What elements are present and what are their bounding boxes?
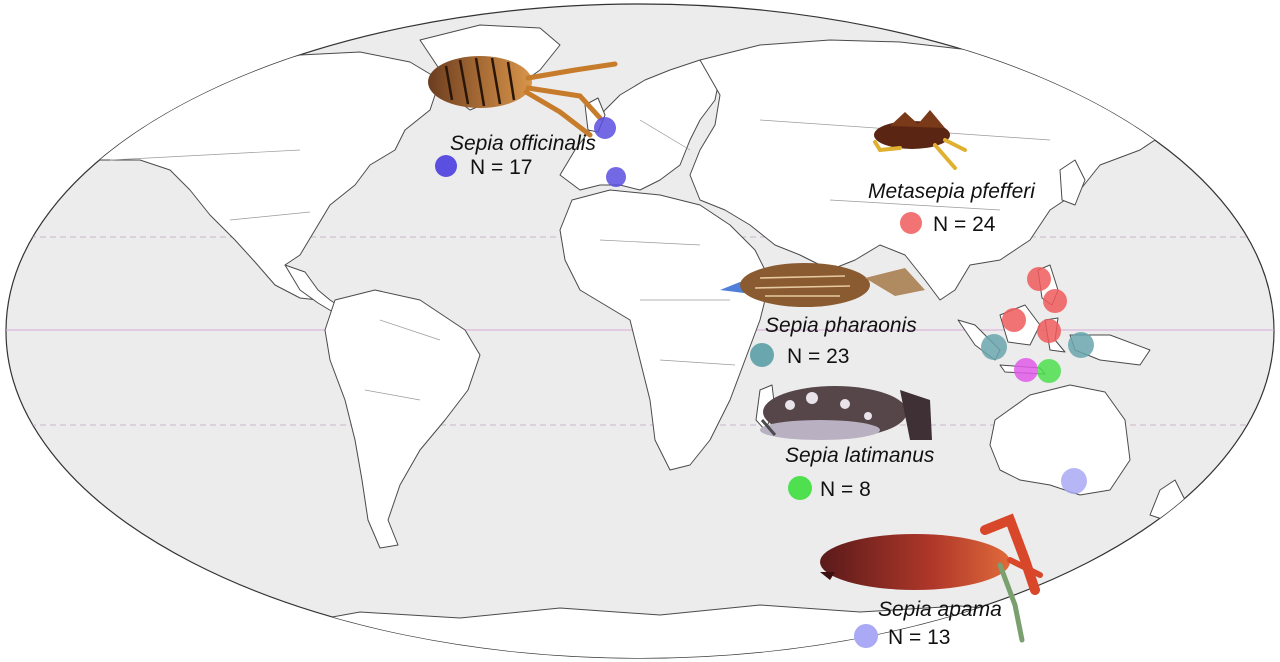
species-count: N = 8 — [820, 478, 871, 501]
species-name: Sepia pharaonis — [765, 314, 917, 337]
label-metasepia-pfefferi: Metasepia pfefferi N = 24 — [868, 180, 1036, 236]
legend-dot-metasepia-pfefferi — [900, 212, 922, 234]
japan — [1059, 159, 1086, 206]
marker-sepia-officinalis-channel — [594, 117, 616, 139]
marker-metasepia-philippines-north — [1027, 267, 1051, 291]
sepia-latimanus-illustration — [760, 386, 932, 440]
sepia-officinalis-illustration — [428, 56, 618, 138]
legend-dot-sepia-apama — [854, 624, 878, 648]
sepia-apama-illustration — [820, 513, 1043, 643]
marker-sepia-pharaonis-sumatra — [981, 334, 1007, 360]
africa — [559, 189, 771, 471]
marker-sepia-pharaonis-new-guinea — [1068, 332, 1094, 358]
species-name: Sepia officinalis — [450, 132, 596, 155]
label-sepia-latimanus: Sepia latimanus N = 8 — [785, 444, 935, 501]
marker-sepia-officinalis-mediterranean — [606, 167, 626, 187]
label-sepia-pharaonis: Sepia pharaonis N = 23 — [750, 314, 917, 368]
species-count: N = 24 — [933, 213, 996, 236]
label-sepia-apama: Sepia apama N = 13 — [854, 598, 1002, 649]
legend-dot-sepia-officinalis — [435, 155, 457, 177]
species-name: Sepia latimanus — [785, 444, 935, 467]
legend-dot-sepia-pharaonis — [750, 343, 774, 367]
marker-hybrid-java — [1014, 358, 1038, 382]
metasepia-pfefferi-illustration — [873, 110, 967, 170]
species-count: N = 13 — [888, 626, 950, 649]
legend-dot-sepia-latimanus — [788, 476, 812, 500]
sepia-pharaonis-illustration — [720, 263, 925, 307]
marker-metasepia-borneo — [1002, 308, 1026, 332]
species-name: Metasepia pfefferi — [868, 180, 1036, 203]
sample-site-markers — [594, 117, 1094, 494]
label-sepia-officinalis: Sepia officinalis N = 17 — [435, 132, 596, 179]
australia — [989, 384, 1131, 496]
marker-sepia-latimanus-timor — [1037, 359, 1061, 383]
marker-metasepia-philippines-south — [1043, 289, 1067, 313]
species-count: N = 23 — [787, 345, 849, 368]
species-count: N = 17 — [470, 156, 532, 179]
marker-sepia-apama-south-australia — [1061, 468, 1087, 494]
south-america — [324, 289, 481, 549]
species-name: Sepia apama — [878, 598, 1002, 621]
marker-metasepia-sulawesi — [1037, 319, 1061, 343]
